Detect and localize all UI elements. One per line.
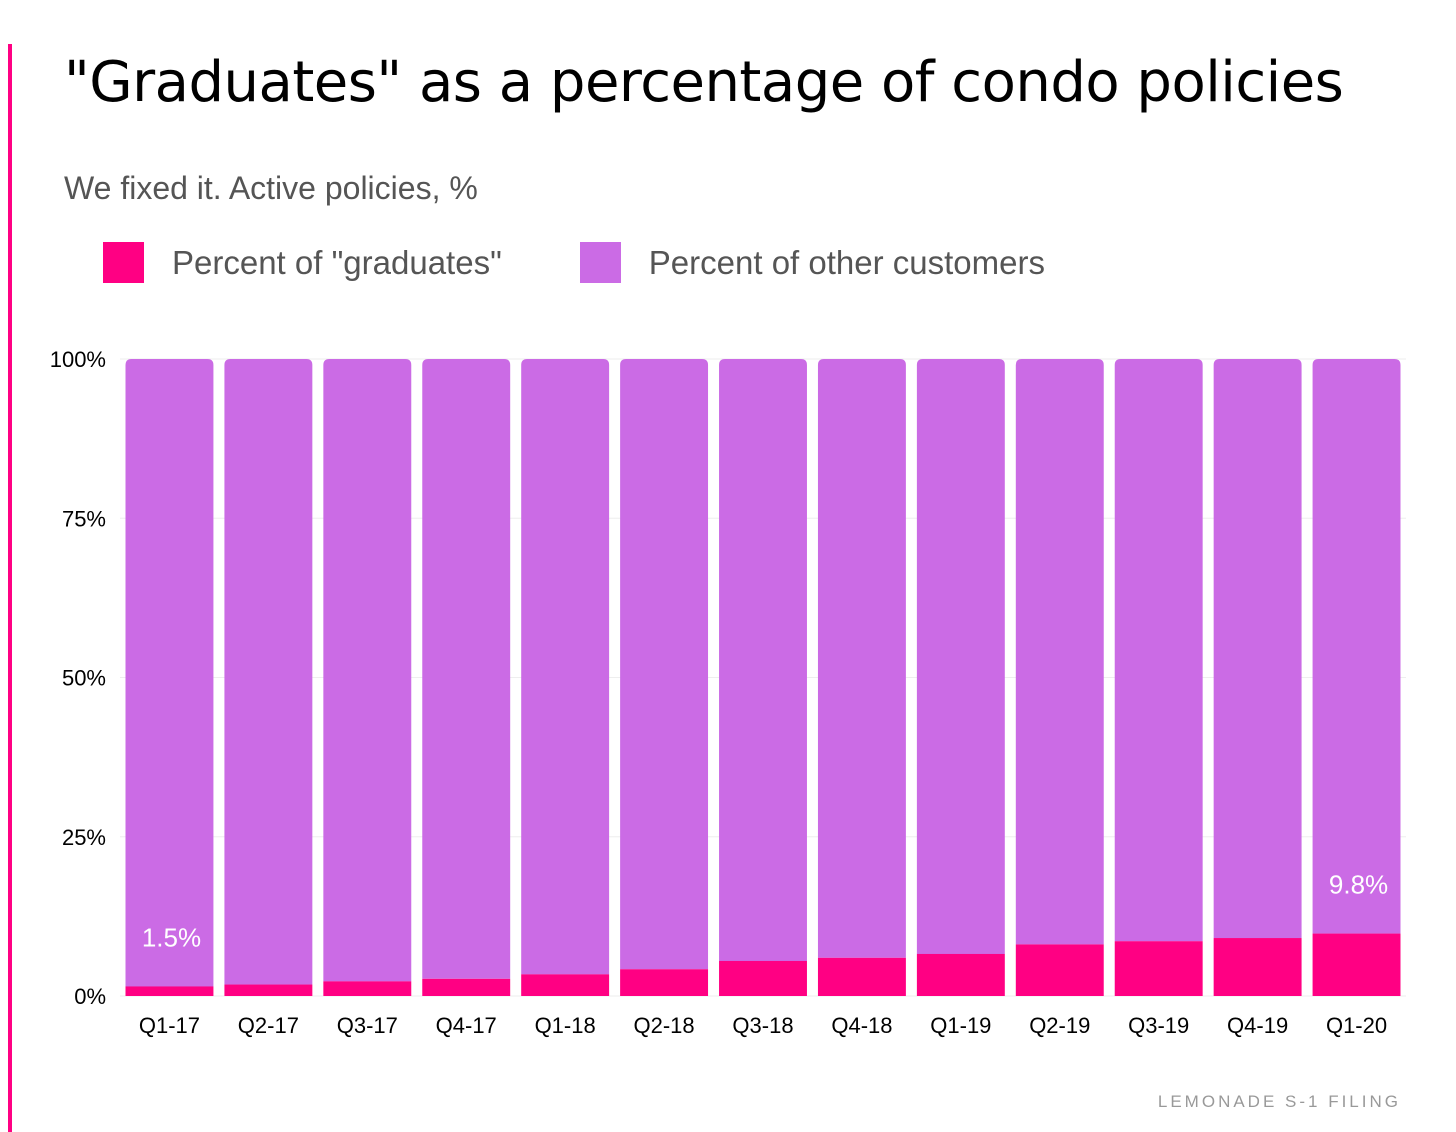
x-tick-label: Q4-19 <box>1227 1013 1288 1038</box>
bar-graduates <box>620 969 709 996</box>
x-tick-label: Q3-19 <box>1128 1013 1189 1038</box>
bar-other-customers <box>224 359 313 985</box>
legend-label-graduates: Percent of "graduates" <box>172 243 502 281</box>
legend-label-other: Percent of other customers <box>648 243 1045 281</box>
bar-other-customers <box>1015 359 1104 945</box>
bar-other-customers <box>719 359 807 961</box>
bar-other-customers <box>422 359 511 979</box>
bar-graduates <box>1114 941 1203 996</box>
x-tick-label: Q1-20 <box>1326 1013 1387 1038</box>
x-tick-label: Q1-17 <box>139 1013 200 1038</box>
legend-item-graduates: Percent of "graduates" <box>103 242 502 283</box>
bar-other-customers <box>817 359 906 958</box>
bar-graduates <box>521 974 610 996</box>
bar-other-customers <box>1312 359 1401 934</box>
bar-graduates <box>1015 944 1104 996</box>
bar-other-customers <box>521 359 610 975</box>
accent-rule <box>8 44 12 1132</box>
y-tick-label: 0% <box>74 984 106 1009</box>
bar-other-customers <box>1114 359 1203 942</box>
x-tick-label: Q3-18 <box>732 1013 793 1038</box>
y-tick-label: 75% <box>62 506 106 531</box>
bar-graduates <box>719 960 807 996</box>
chart-title: "Graduates" as a percentage of condo pol… <box>64 50 1344 115</box>
legend-swatch-other <box>579 242 621 283</box>
x-tick-label: Q3-17 <box>337 1013 398 1038</box>
x-tick-label: Q2-19 <box>1029 1013 1090 1038</box>
chart-subtitle: We fixed it. Active policies, % <box>64 170 478 206</box>
y-tick-label: 100% <box>50 347 106 372</box>
bar-other-customers <box>620 359 709 970</box>
data-label: 1.5% <box>142 922 201 952</box>
x-tick-label: Q1-19 <box>930 1013 991 1038</box>
x-tick-label: Q4-18 <box>831 1013 892 1038</box>
x-tick-label: Q1-18 <box>535 1013 596 1038</box>
bar-graduates <box>125 986 214 996</box>
x-tick-label: Q2-17 <box>238 1013 299 1038</box>
legend-item-other: Percent of other customers <box>579 242 1045 283</box>
legend: Percent of "graduates" Percent of other … <box>103 242 1123 283</box>
bar-graduates <box>323 981 412 996</box>
legend-swatch-graduates <box>103 242 144 283</box>
bar-graduates <box>1312 933 1401 996</box>
bar-graduates <box>817 957 906 996</box>
x-tick-label: Q4-17 <box>436 1013 497 1038</box>
bar-other-customers <box>125 359 214 987</box>
data-label: 9.8% <box>1329 870 1388 900</box>
y-tick-label: 25% <box>62 825 106 850</box>
bar-other-customers <box>1213 359 1302 939</box>
bar-other-customers <box>323 359 412 982</box>
bar-graduates <box>422 978 511 996</box>
x-tick-label: Q2-18 <box>633 1013 694 1038</box>
source-note: LEMONADE S-1 FILING <box>1157 1092 1401 1111</box>
bar-graduates <box>1213 938 1302 996</box>
bar-other-customers <box>916 359 1005 954</box>
bar-graduates <box>916 953 1005 996</box>
y-tick-label: 50% <box>62 666 106 691</box>
bar-graduates <box>224 984 313 996</box>
